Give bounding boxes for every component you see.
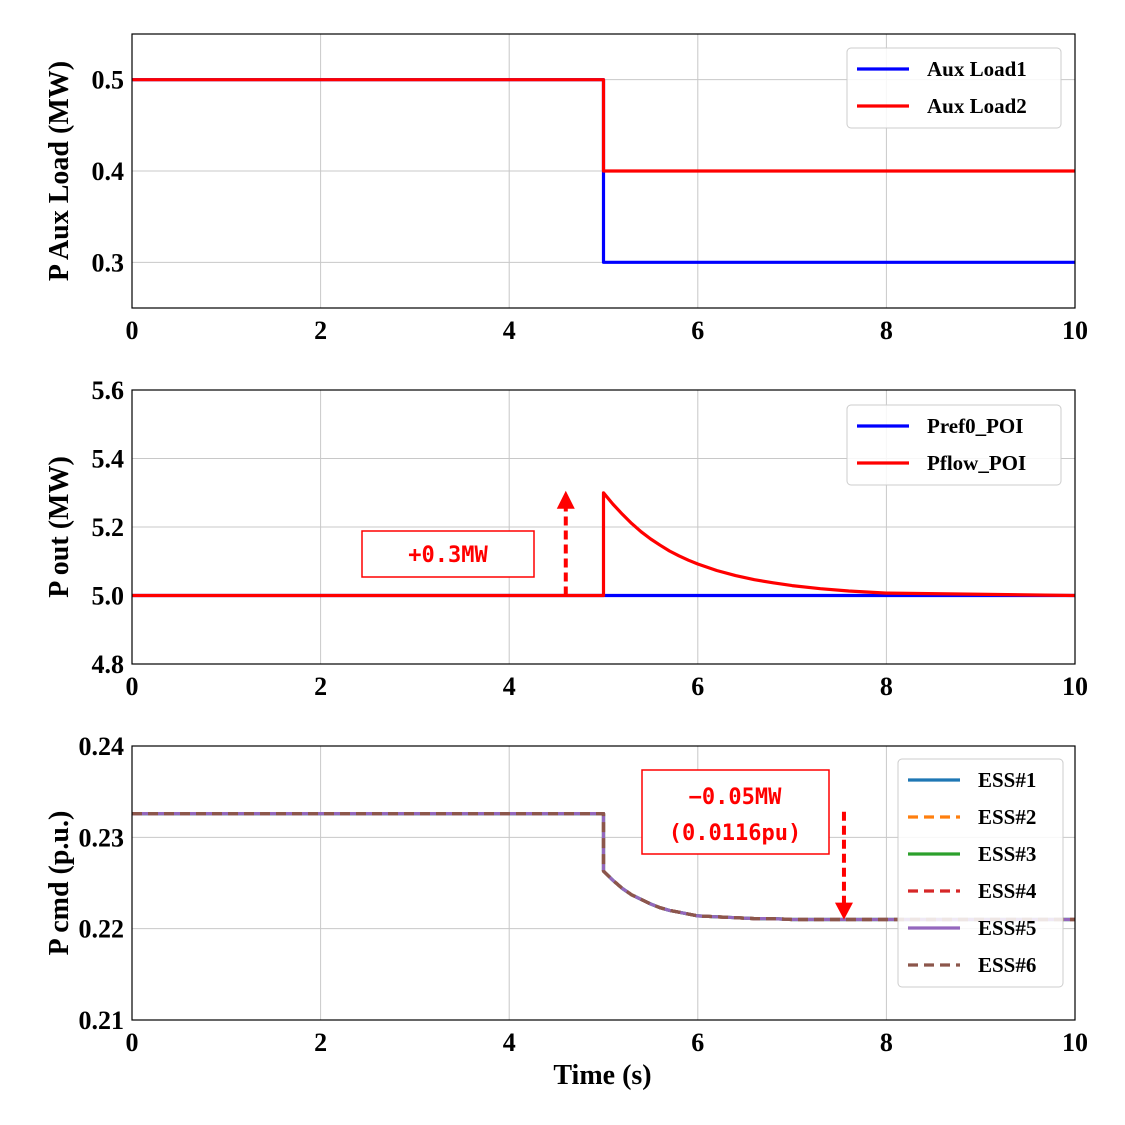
x-tick-label: 2 [314,672,327,701]
series-lines [132,78,1075,264]
x-tick-label: 2 [314,1028,327,1057]
legend-entry: Aux Load1 [927,57,1027,81]
y-tick-label: 0.3 [92,248,125,277]
x-tick-label: 8 [880,672,893,701]
y-axis-label: P Aux Load (MW) [44,61,75,281]
x-tick-label: 4 [503,316,516,345]
annotation-arrow-head [834,902,853,920]
series-line-aux-load2 [132,78,1075,173]
annotation-box [641,769,830,855]
y-tick-label: 0.4 [92,157,125,186]
annotation-box [361,530,535,578]
legend-entry: Pref0_POI [927,414,1023,438]
y-axis-label: P out (MW) [44,456,75,598]
series-lines [132,491,1075,598]
y-tick-label: 5.0 [92,582,125,611]
y-tick-label: 5.2 [92,513,125,542]
x-tick-label: 4 [503,672,516,701]
legend-entry: Aux Load2 [927,94,1027,118]
x-axis-label: Time (s) [553,1060,651,1091]
x-tick-label: 2 [314,316,327,345]
axes-frame [131,33,1076,309]
legend-entry: ESS#3 [978,842,1036,866]
x-tick-label: 6 [691,672,704,701]
legend-entry: ESS#6 [978,953,1036,977]
x-tick-label: 8 [880,1028,893,1057]
legend-entry: ESS#5 [978,916,1036,940]
legend: Pref0_POI Pflow_POI [846,404,1062,486]
annotation-text: (0.0116pu) [669,821,801,846]
y-tick-label: 4.8 [92,650,125,679]
series-line-ess-6 [132,812,1075,922]
y-tick-label: 0.24 [79,732,125,761]
legend-box [897,758,1064,988]
series-lines [132,812,1075,922]
x-tick-label: 8 [880,316,893,345]
legend-entry: ESS#2 [978,805,1036,829]
y-tick-label: 0.22 [79,915,125,944]
annotation: −0.05MW (0.0116pu) [641,769,853,920]
annotation-arrow-head [556,490,575,509]
y-tick-label: 0.5 [92,66,125,95]
x-tick-label: 10 [1062,316,1088,345]
annotation-text: +0.3MW [408,543,488,568]
x-tick-label: 0 [126,672,139,701]
x-tick-label: 0 [126,316,139,345]
annotation: +0.3MW [361,490,575,596]
y-tick-label: 0.23 [79,823,125,852]
x-tick-label: 10 [1062,1028,1088,1057]
legend: Aux Load1 Aux Load2 [846,47,1062,129]
x-tick-label: 4 [503,1028,516,1057]
y-tick-label: 0.21 [79,1006,125,1035]
legend: ESS#1 ESS#2 ESS#3 ESS#4 ESS#5 ESS#6 [897,758,1064,988]
y-tick-label: 5.4 [92,445,125,474]
x-tick-label: 6 [691,316,704,345]
annotation-text: −0.05MW [689,785,782,810]
power-out-panel: 0 2 4 6 8 10 4.8 5.0 5.2 5.4 5.6 P out (MW) Pref0_PO… [44,376,1088,701]
x-tick-label: 6 [691,1028,704,1057]
aux-load-panel: 0 2 4 6 8 10 0.3 0.4 0.5 P Aux Load (MW) Aux Load1… [44,33,1088,345]
legend-entry: ESS#4 [978,879,1037,903]
legend-entry: Pflow_POI [927,451,1026,475]
x-tick-label: 10 [1062,672,1088,701]
y-tick-label: 5.6 [92,376,125,405]
x-tick-label: 0 [126,1028,139,1057]
legend-entry: ESS#1 [978,768,1036,792]
y-axis-label: P cmd (p.u.) [44,811,75,956]
axes-frame [131,745,1076,1021]
power-cmd-panel: 0 2 4 6 8 10 0.21 0.22 0.23 0.24 P cmd (p.u.) Time … [44,732,1088,1091]
axes-frame [131,389,1076,665]
series-line-pflow-poi [132,491,1075,598]
